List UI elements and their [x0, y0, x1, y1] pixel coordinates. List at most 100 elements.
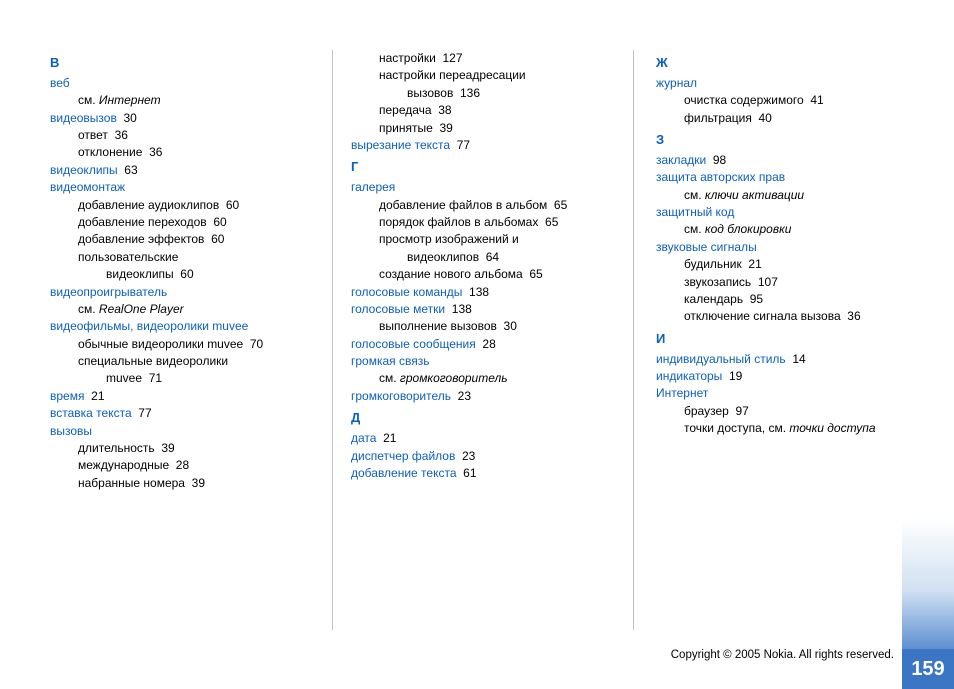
page-reference: 40	[752, 111, 772, 125]
index-subentry: добавление аудиоклипов 60	[78, 197, 314, 214]
index-see-reference: см. Интернет	[78, 92, 314, 109]
index-subentry: просмотр изображений и	[379, 231, 615, 248]
page-reference: 23	[451, 389, 471, 403]
page-reference: 71	[142, 371, 162, 385]
index-subentry: добавление переходов 60	[78, 214, 314, 231]
page-reference: 36	[841, 309, 861, 323]
index-subentry: браузер 97	[684, 403, 920, 420]
index-subentry: календарь 95	[684, 291, 920, 308]
index-entry[interactable]: вставка текста 77	[50, 405, 314, 422]
side-gradient-strip	[902, 519, 954, 649]
index-subentry: фильтрация 40	[684, 110, 920, 127]
index-entry[interactable]: видеопроигрыватель	[50, 284, 314, 301]
index-entry[interactable]: видеомонтаж	[50, 179, 314, 196]
index-subentry: настройки 127	[379, 50, 615, 67]
index-entry[interactable]: дата 21	[351, 430, 615, 447]
index-subentry: звукозапись 107	[684, 274, 920, 291]
index-letter: Ж	[656, 54, 920, 73]
index-entry[interactable]: звуковые сигналы	[656, 239, 920, 256]
index-entry[interactable]: вырезание текста 77	[351, 137, 615, 154]
index-entry[interactable]: голосовые команды 138	[351, 284, 615, 301]
index-page: Ввебсм. Интернетвидеовызов 30ответ 36отк…	[50, 50, 920, 630]
page-reference: 28	[169, 458, 189, 472]
page-reference: 36	[142, 145, 162, 159]
index-entry[interactable]: Интернет	[656, 385, 920, 402]
index-entry[interactable]: закладки 98	[656, 152, 920, 169]
index-subentry: обычные видеоролики muvee 70	[78, 336, 314, 353]
index-subentry: настройки переадресации	[379, 67, 615, 84]
index-subentry-cont: muvee 71	[106, 370, 314, 387]
index-entry[interactable]: добавление текста 61	[351, 465, 615, 482]
index-subentry: специальные видеоролики	[78, 353, 314, 370]
page-number: 159	[911, 658, 944, 681]
page-reference: 14	[786, 352, 806, 366]
page-reference: 136	[453, 86, 480, 100]
index-subentry: будильник 21	[684, 256, 920, 273]
index-entry[interactable]: время 21	[50, 388, 314, 405]
page-reference: 28	[476, 337, 496, 351]
index-entry[interactable]: громкоговоритель 23	[351, 388, 615, 405]
index-entry[interactable]: веб	[50, 75, 314, 92]
page-reference: 77	[132, 406, 152, 420]
index-subentry: выполнение вызовов 30	[379, 318, 615, 335]
page-reference: 60	[219, 198, 239, 212]
index-subentry-cont: видеоклипов 64	[407, 249, 615, 266]
index-column-3: Жжурналочистка содержимого 41фильтрация …	[634, 50, 920, 630]
page-reference: 65	[538, 215, 558, 229]
index-entry[interactable]: видеофильмы, видеоролики muvee	[50, 318, 314, 335]
index-entry[interactable]: журнал	[656, 75, 920, 92]
page-reference: 95	[743, 292, 763, 306]
copyright-text: Copyright © 2005 Nokia. All rights reser…	[671, 649, 894, 661]
index-subentry: добавление эффектов 60	[78, 231, 314, 248]
index-entry[interactable]: голосовые метки 138	[351, 301, 615, 318]
index-entry[interactable]: диспетчер файлов 23	[351, 448, 615, 465]
index-column-1: Ввебсм. Интернетвидеовызов 30ответ 36отк…	[50, 50, 333, 630]
index-see-reference: см. громкоговоритель	[379, 370, 615, 387]
page-reference: 64	[479, 250, 499, 264]
index-entry[interactable]: видеоклипы 63	[50, 162, 314, 179]
index-entry[interactable]: индикаторы 19	[656, 368, 920, 385]
index-see-reference: точки доступа, см. точки доступа	[684, 420, 920, 437]
index-entry[interactable]: галерея	[351, 179, 615, 196]
page-reference: 138	[462, 285, 489, 299]
index-entry[interactable]: защитный код	[656, 204, 920, 221]
index-letter: В	[50, 54, 314, 73]
page-reference: 77	[450, 138, 470, 152]
page-reference: 60	[207, 215, 227, 229]
index-subentry: пользовательские	[78, 249, 314, 266]
index-see-reference: см. код блокировки	[684, 221, 920, 238]
page-reference: 63	[118, 163, 138, 177]
index-entry[interactable]: защита авторских прав	[656, 169, 920, 186]
page-reference: 38	[432, 103, 452, 117]
page-reference: 30	[117, 111, 137, 125]
index-column-2: настройки 127настройки переадресациивызо…	[333, 50, 634, 630]
page-reference: 23	[455, 449, 475, 463]
index-letter: З	[656, 131, 920, 150]
page-reference: 61	[457, 466, 477, 480]
index-subentry: порядок файлов в альбомах 65	[379, 214, 615, 231]
page-reference: 36	[108, 128, 128, 142]
index-see-reference: см. RealOne Player	[78, 301, 314, 318]
page-reference: 39	[185, 476, 205, 490]
index-entry[interactable]: индивидуальный стиль 14	[656, 351, 920, 368]
page-reference: 39	[433, 121, 453, 135]
page-reference: 98	[706, 153, 726, 167]
index-subentry: набранные номера 39	[78, 475, 314, 492]
index-letter: Д	[351, 409, 615, 428]
index-subentry-cont: видеоклипы 60	[106, 266, 314, 283]
index-subentry: длительность 39	[78, 440, 314, 457]
page-reference: 39	[155, 441, 175, 455]
index-entry[interactable]: вызовы	[50, 423, 314, 440]
page-reference: 30	[497, 319, 517, 333]
page-reference: 97	[729, 404, 749, 418]
index-entry[interactable]: видеовызов 30	[50, 110, 314, 127]
index-entry[interactable]: громкая связь	[351, 353, 615, 370]
index-letter: И	[656, 330, 920, 349]
index-letter: Г	[351, 158, 615, 177]
page-reference: 65	[547, 198, 567, 212]
index-entry[interactable]: голосовые сообщения 28	[351, 336, 615, 353]
page-reference: 127	[436, 51, 463, 65]
index-columns: Ввебсм. Интернетвидеовызов 30ответ 36отк…	[50, 50, 920, 630]
page-reference: 21	[376, 431, 396, 445]
index-subentry-cont: вызовов 136	[407, 85, 615, 102]
